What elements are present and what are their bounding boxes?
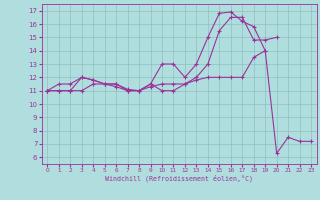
X-axis label: Windchill (Refroidissement éolien,°C): Windchill (Refroidissement éolien,°C): [105, 175, 253, 182]
